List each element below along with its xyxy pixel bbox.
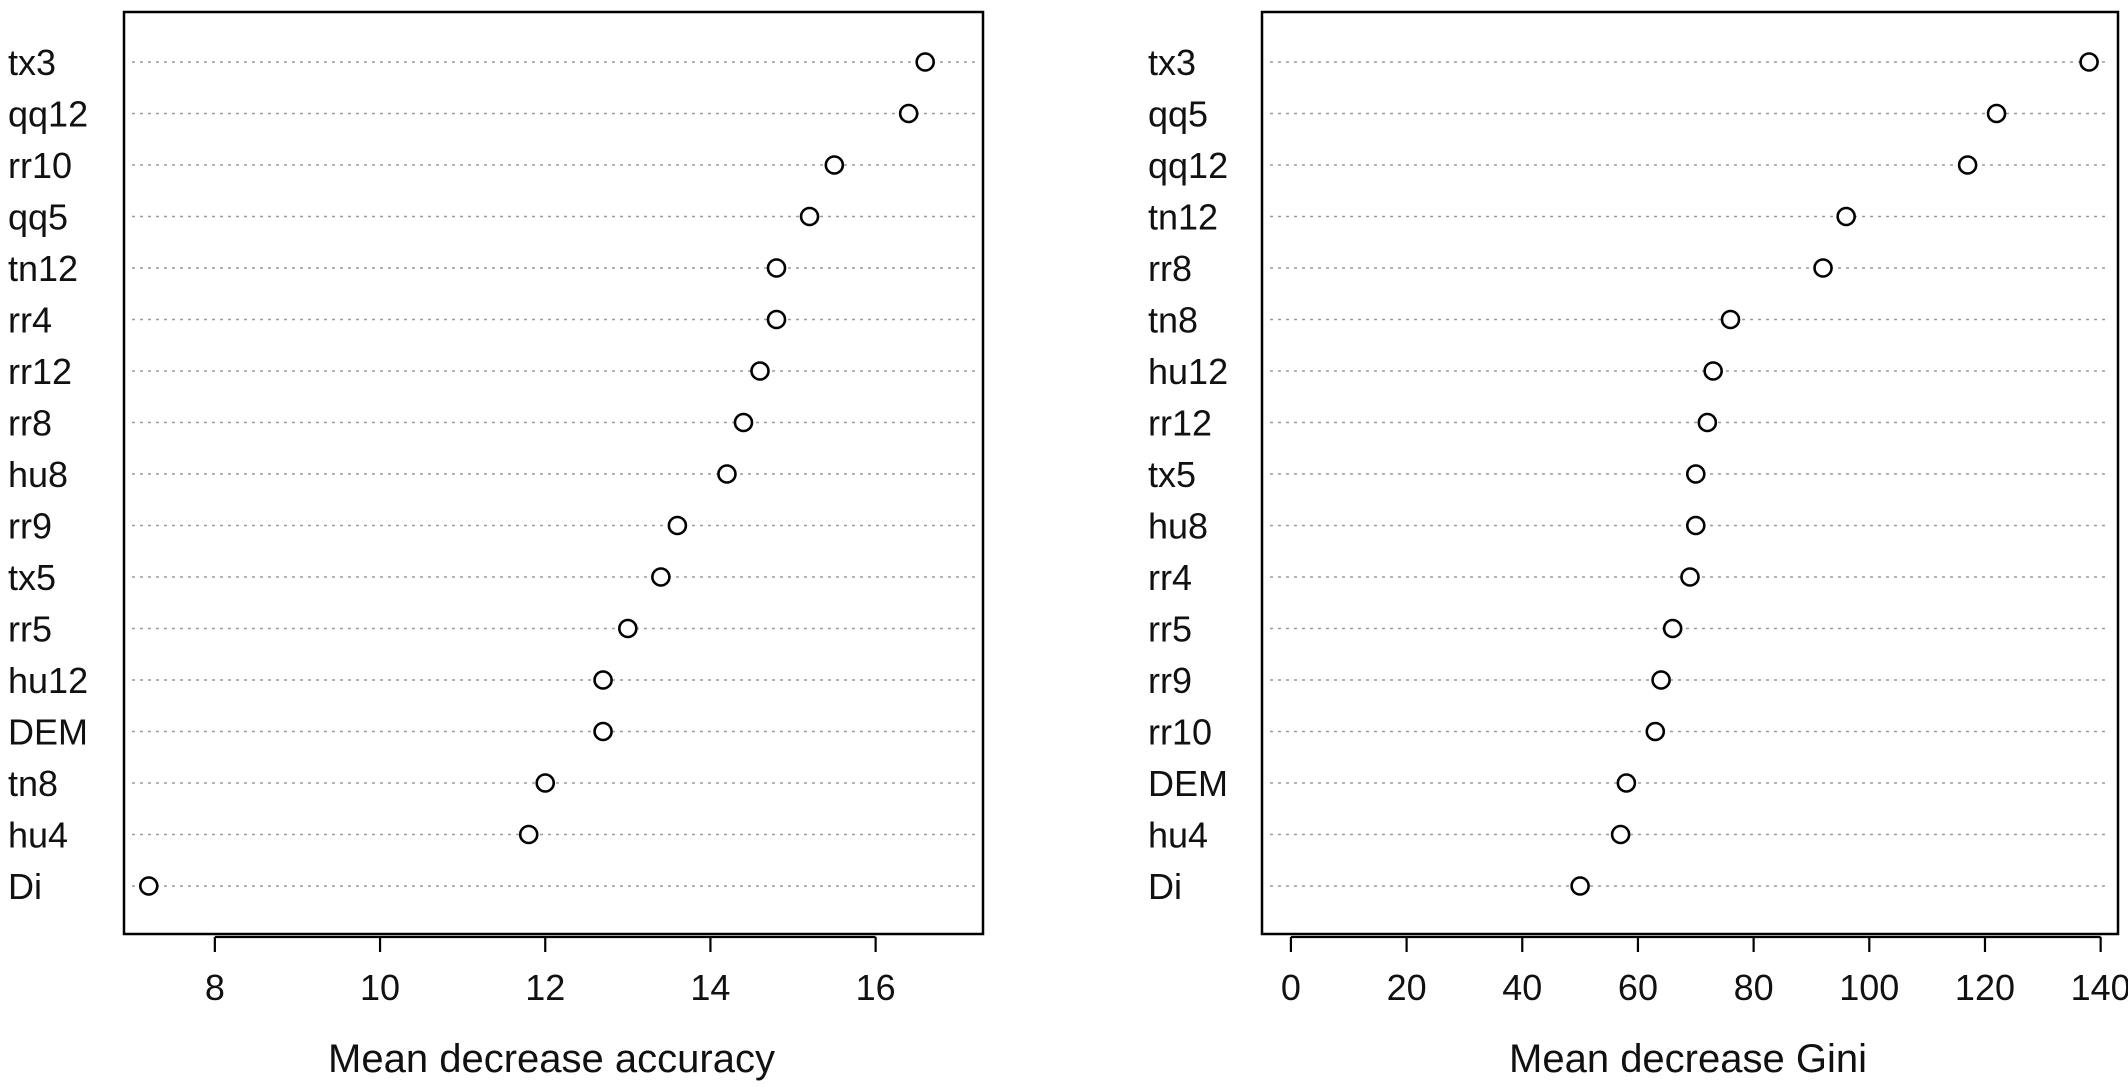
data-point bbox=[1685, 515, 1706, 536]
category-label: hu12 bbox=[1148, 351, 1228, 392]
category-label: tx5 bbox=[1148, 454, 1196, 495]
category-label: qq12 bbox=[8, 94, 88, 135]
data-point bbox=[1697, 412, 1718, 433]
data-point bbox=[138, 876, 159, 896]
category-label: rr10 bbox=[8, 145, 72, 186]
x-tick-label: 120 bbox=[1955, 967, 2015, 1008]
data-point bbox=[824, 155, 845, 175]
data-point bbox=[898, 103, 919, 124]
category-label: rr4 bbox=[1148, 557, 1192, 598]
category-label: tn8 bbox=[1148, 300, 1198, 341]
data-point bbox=[1957, 155, 1978, 175]
category-label: hu4 bbox=[1148, 815, 1208, 856]
x-axis-title: Mean decrease accuracy bbox=[328, 1037, 775, 1081]
data-point bbox=[1703, 361, 1723, 381]
category-label: DEM bbox=[8, 712, 88, 753]
data-point bbox=[593, 670, 613, 690]
x-tick-label: 100 bbox=[1839, 967, 1899, 1008]
category-label: qq12 bbox=[1148, 145, 1228, 186]
x-tick-label: 10 bbox=[360, 967, 400, 1008]
chart-panel-2: tx3 qq5 qq12 tn12 rr8 tn8 hu12 rr12 tx5 hu8 rr4 rr5… bbox=[1148, 10, 2128, 1081]
x-tick-label: 8 bbox=[205, 967, 225, 1008]
data-point bbox=[1680, 567, 1700, 587]
chart-panel-1: tx3 qq12 rr10 qq5 tn12 rr4 rr12 rr8 hu8 rr9 tx5 rr5… bbox=[8, 10, 985, 1081]
category-label: Di bbox=[1148, 866, 1182, 907]
data-point bbox=[766, 309, 787, 330]
category-label: tn8 bbox=[8, 763, 58, 804]
data-point bbox=[766, 258, 787, 278]
category-label: rr9 bbox=[8, 506, 52, 547]
data-point bbox=[535, 773, 556, 793]
data-point bbox=[651, 567, 671, 587]
category-label: tx5 bbox=[8, 557, 56, 598]
data-point bbox=[618, 618, 638, 639]
data-point bbox=[1813, 258, 1833, 278]
category-label: rr12 bbox=[8, 351, 72, 392]
category-label: rr8 bbox=[1148, 248, 1192, 289]
x-tick-label: 80 bbox=[1734, 967, 1774, 1008]
category-label: Di bbox=[8, 866, 42, 907]
x-tick-label: 14 bbox=[690, 967, 730, 1008]
x-tick-label: 0 bbox=[1281, 967, 1301, 1008]
data-point bbox=[915, 52, 935, 72]
category-label: qq5 bbox=[8, 197, 68, 238]
x-tick-label: 20 bbox=[1387, 967, 1427, 1008]
x-tick-label: 140 bbox=[2071, 967, 2128, 1008]
data-point bbox=[2079, 52, 2099, 72]
category-label: rr4 bbox=[8, 300, 52, 341]
x-tick-label: 12 bbox=[525, 967, 565, 1008]
category-label: tx3 bbox=[8, 42, 56, 83]
category-label: rr5 bbox=[8, 609, 52, 650]
x-tick-label: 60 bbox=[1618, 967, 1658, 1008]
data-point bbox=[593, 721, 613, 742]
plot-frame bbox=[1260, 10, 2120, 936]
category-label: qq5 bbox=[1148, 94, 1208, 135]
data-point bbox=[1610, 824, 1631, 845]
data-point bbox=[518, 824, 539, 845]
data-point bbox=[799, 206, 820, 227]
category-label: tn12 bbox=[1148, 197, 1218, 238]
data-point bbox=[1685, 464, 1706, 484]
data-point bbox=[667, 515, 688, 536]
x-axis-title: Mean decrease Gini bbox=[1509, 1037, 1867, 1081]
data-point bbox=[1651, 670, 1671, 690]
category-label: hu12 bbox=[8, 660, 88, 701]
data-point bbox=[1720, 309, 1741, 330]
category-label: tx3 bbox=[1148, 42, 1196, 83]
category-label: hu8 bbox=[8, 454, 68, 495]
data-point bbox=[733, 412, 754, 433]
data-point bbox=[1645, 721, 1666, 742]
category-label: rr12 bbox=[1148, 403, 1212, 444]
data-point bbox=[1986, 103, 2007, 124]
x-tick-label: 16 bbox=[856, 967, 896, 1008]
data-point bbox=[1662, 618, 1683, 639]
category-label: hu8 bbox=[1148, 506, 1208, 547]
category-label: rr5 bbox=[1148, 609, 1192, 650]
plot-frame bbox=[122, 10, 985, 936]
category-label: tn12 bbox=[8, 248, 78, 289]
category-label: rr10 bbox=[1148, 712, 1212, 753]
data-point bbox=[1836, 206, 1856, 227]
data-point bbox=[1570, 876, 1590, 896]
category-label: rr9 bbox=[1148, 660, 1192, 701]
data-point bbox=[717, 464, 737, 484]
data-point bbox=[750, 361, 770, 381]
category-label: hu4 bbox=[8, 815, 68, 856]
x-tick-label: 40 bbox=[1502, 967, 1542, 1008]
category-label: rr8 bbox=[8, 403, 52, 444]
data-point bbox=[1616, 773, 1637, 793]
category-label: DEM bbox=[1148, 763, 1228, 804]
